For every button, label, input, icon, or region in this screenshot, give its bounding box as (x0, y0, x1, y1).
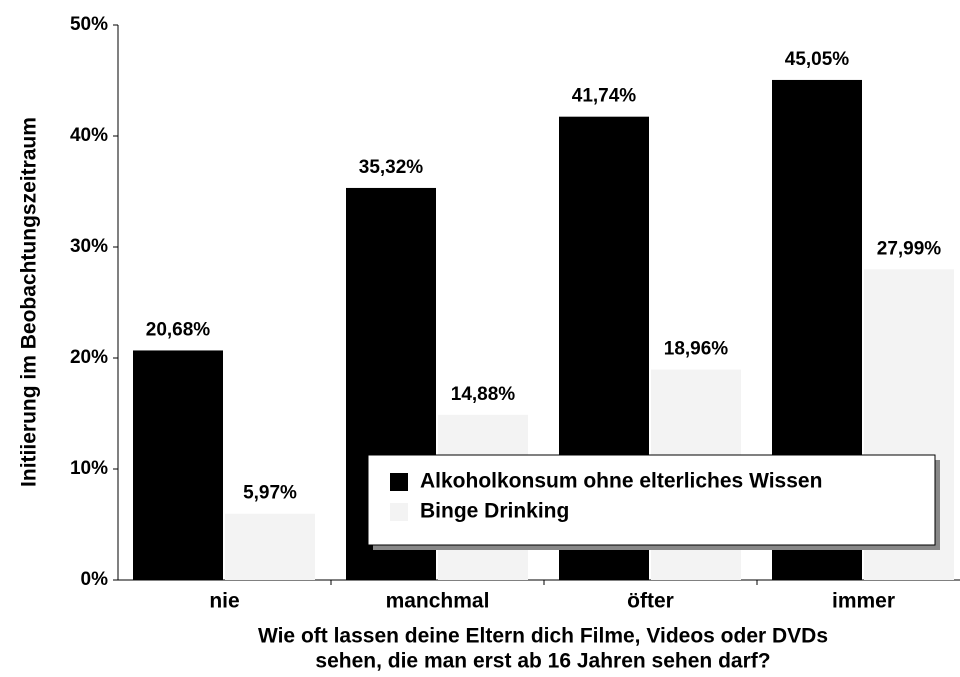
value-label: 5,97% (243, 483, 297, 504)
x-tick-label: manchmal (386, 590, 490, 613)
y-tick-label: 0% (81, 569, 109, 590)
legend (367, 454, 936, 546)
value-label: 20,68% (146, 319, 211, 340)
x-axis-title: sehen, die man erst ab 16 Jahren sehen d… (315, 650, 770, 673)
value-label: 41,74% (572, 86, 637, 107)
y-tick-label: 40% (70, 125, 108, 146)
y-axis-title: Initiierung im Beobachtungszeitraum (18, 117, 41, 487)
y-tick-label: 30% (70, 236, 108, 257)
legend-swatch (390, 503, 408, 521)
x-tick-label: öfter (627, 590, 674, 613)
legend-swatch (390, 473, 408, 491)
value-label: 35,32% (359, 157, 424, 178)
bar (133, 350, 223, 580)
bar (225, 513, 315, 580)
x-tick-label: immer (832, 590, 895, 613)
x-tick-label: nie (209, 590, 239, 613)
x-axis-title: Wie oft lassen deine Eltern dich Filme, … (258, 625, 828, 648)
legend-label: Binge Drinking (420, 500, 569, 523)
value-label: 14,88% (451, 384, 516, 405)
y-tick-label: 50% (70, 14, 108, 35)
value-label: 45,05% (785, 49, 850, 70)
value-label: 27,99% (877, 238, 942, 259)
y-tick-label: 10% (70, 458, 108, 479)
y-tick-label: 20% (70, 347, 108, 368)
legend-label: Alkoholkonsum ohne elterliches Wissen (420, 470, 822, 493)
value-label: 18,96% (664, 339, 729, 360)
